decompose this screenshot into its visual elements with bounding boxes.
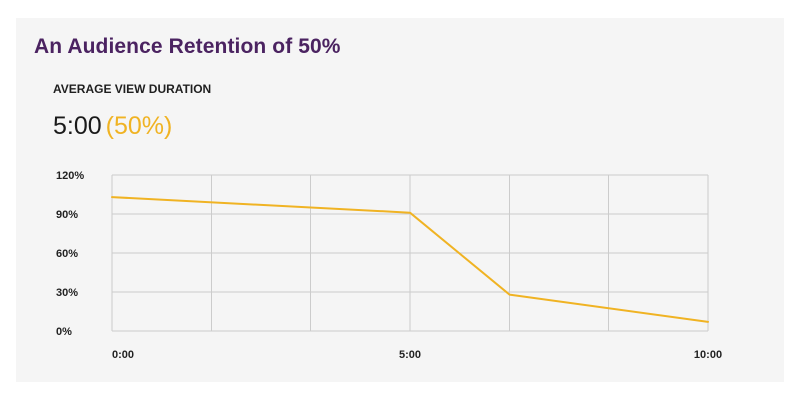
retention-card: An Audience Retention of 50% AVERAGE VIE… <box>16 18 784 382</box>
x-tick-labels: 0:00 5:00 10:00 <box>112 349 722 361</box>
retention-chart: 0% 30% 60% 90% 120% 0:00 5:00 10:00 <box>56 170 722 361</box>
card-title: An Audience Retention of 50% <box>34 35 341 58</box>
y-tick-label: 0% <box>56 326 72 338</box>
metric-value: 5:00 <box>53 112 102 140</box>
metric-percent: (50%) <box>105 112 173 140</box>
y-tick-label: 90% <box>56 209 78 221</box>
metric-value-row: 5:00 (50%) <box>53 111 172 141</box>
y-tick-label: 30% <box>56 287 78 299</box>
x-tick-label: 0:00 <box>112 349 134 361</box>
x-tick-label: 5:00 <box>399 349 421 361</box>
y-tick-label: 60% <box>56 248 78 260</box>
series-layer <box>111 196 709 323</box>
metric-label: AVERAGE VIEW DURATION <box>53 82 212 96</box>
y-tick-label: 120% <box>56 170 84 182</box>
retention-line <box>111 196 709 323</box>
y-tick-labels: 0% 30% 60% 90% 120% <box>56 170 84 338</box>
grid-layer <box>111 174 709 332</box>
x-tick-label: 10:00 <box>694 349 722 361</box>
